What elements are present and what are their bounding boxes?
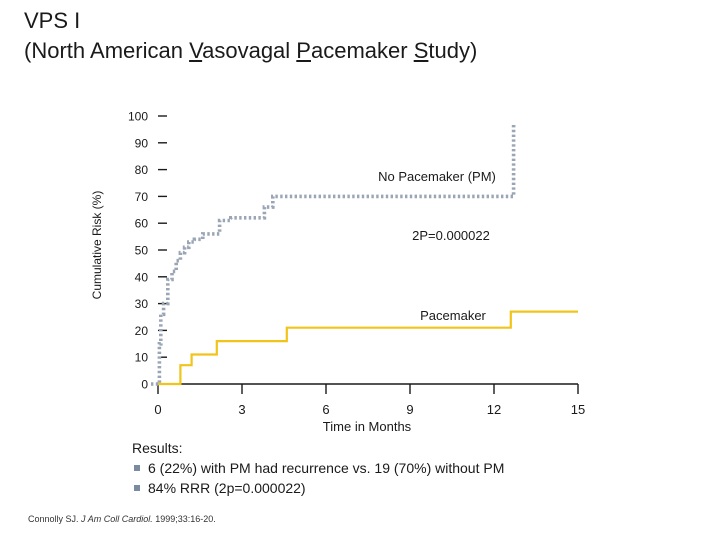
y-tick-label: 10 [135, 351, 149, 365]
title-line-2: (North American Vasovagal Pacemaker Stud… [24, 36, 477, 66]
x-axis-label: Time in Months [323, 419, 412, 434]
citation-journal: J Am Coll Cardiol. [81, 514, 153, 524]
square-bullet-icon [134, 485, 140, 491]
series-layer [151, 124, 578, 386]
pacemaker-label: Pacemaker [420, 308, 486, 323]
y-tick-label: 50 [135, 244, 149, 258]
title-initial-3: P [296, 38, 311, 63]
x-tick-label: 3 [238, 402, 245, 417]
citation-details: 1999;33:16-20. [155, 514, 216, 524]
y-axis-label: Cumulative Risk (%) [90, 191, 104, 300]
citation-authors: Connolly SJ. [28, 514, 79, 524]
y-tick-label: 80 [135, 163, 149, 177]
results-section: Results: 6 (22%) with PM had recurrence … [132, 438, 504, 498]
x-tick-label: 15 [571, 402, 585, 417]
results-item-text: 84% RRR (2p=0.000022) [148, 480, 306, 496]
y-tick-label: 100 [128, 110, 148, 124]
no-pacemaker-label: No Pacemaker (PM) [378, 169, 496, 184]
results-item: 6 (22%) with PM had recurrence vs. 19 (7… [132, 458, 504, 478]
results-item-text: 6 (22%) with PM had recurrence vs. 19 (7… [148, 460, 505, 476]
x-tick-label: 6 [322, 402, 329, 417]
citation: Connolly SJ. J Am Coll Cardiol. 1999;33:… [28, 514, 216, 524]
results-heading: Results: [132, 440, 183, 456]
title-line-1: VPS I [24, 8, 81, 33]
title-initial-1: V [189, 38, 203, 63]
y-tick-label: 0 [141, 378, 148, 392]
y-tick-label: 90 [135, 136, 149, 150]
x-tick-label: 9 [406, 402, 413, 417]
y-tick-label: 70 [135, 190, 149, 204]
title-initial-5: S [413, 38, 429, 63]
y-tick-label: 20 [135, 324, 149, 338]
results-list: 6 (22%) with PM had recurrence vs. 19 (7… [132, 458, 504, 498]
y-axis: 0 10 20 30 40 50 60 70 80 90 100 [128, 110, 167, 392]
y-tick-label: 40 [135, 270, 149, 284]
no-pacemaker-series-line [151, 124, 516, 386]
title-segment-0: (North American [24, 38, 190, 63]
y-tick-label: 60 [135, 217, 149, 231]
square-bullet-icon [134, 465, 140, 471]
slide-title: VPS I (North American Vasovagal Pacemake… [24, 6, 477, 66]
title-segment-4: acemaker [310, 38, 414, 63]
p-value-label: 2P=0.000022 [412, 228, 490, 243]
title-segment-6: tudy) [428, 38, 478, 63]
x-axis: 0 3 6 9 12 15 [154, 383, 585, 417]
x-tick-label: 0 [154, 402, 161, 417]
title-segment-2: asovagal [202, 38, 297, 63]
pacemaker-series-line [158, 310, 578, 386]
results-item: 84% RRR (2p=0.000022) [132, 478, 504, 498]
y-tick-label: 30 [135, 297, 149, 311]
x-tick-label: 12 [487, 402, 501, 417]
